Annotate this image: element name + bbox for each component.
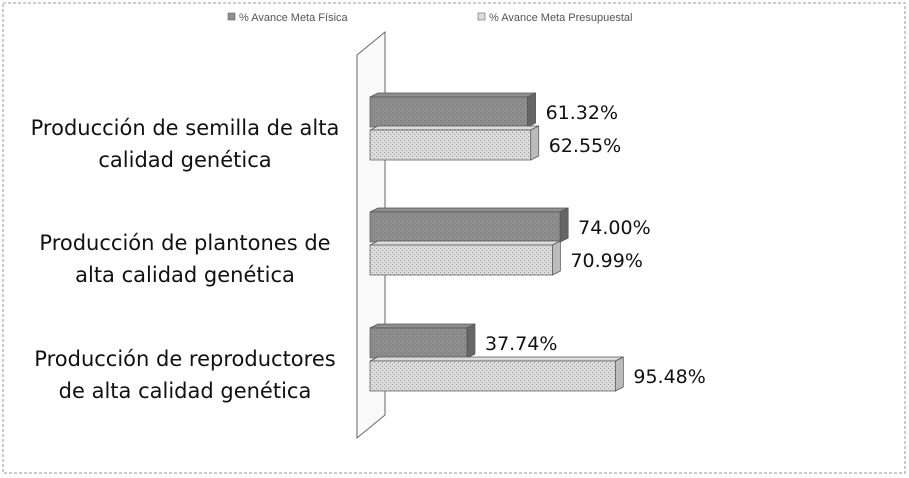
bar-end — [559, 207, 569, 243]
value-label: 95.48% — [633, 366, 705, 388]
bar-texture — [370, 361, 616, 391]
value-label: 37.74% — [485, 333, 557, 355]
legend-label: % Avance Meta Presupuestal — [489, 12, 633, 24]
bar-top — [369, 207, 569, 213]
bar-texture — [370, 130, 531, 160]
bar-texture — [370, 97, 528, 127]
value-label: 62.55% — [549, 135, 621, 157]
bar-end — [527, 92, 536, 128]
bar-end — [552, 240, 561, 276]
bar-texture — [370, 328, 467, 358]
legend-swatch — [477, 12, 486, 21]
value-label: 61.32% — [546, 102, 618, 124]
bar-top — [369, 323, 476, 329]
category-label: Producción de plantones de alta calidad … — [39, 231, 331, 287]
legend-label: % Avance Meta Física — [239, 12, 349, 24]
bar-texture — [370, 245, 553, 275]
legend-swatch — [227, 12, 236, 21]
category-label: Producción de reproductores de alta cali… — [34, 347, 336, 403]
bar-texture — [370, 212, 561, 242]
bar-end — [466, 323, 476, 359]
bar-top — [369, 240, 561, 246]
bar-top — [369, 356, 624, 362]
bar-end — [530, 125, 540, 161]
value-label: 74.00% — [578, 217, 650, 239]
bar-top — [369, 125, 539, 131]
bar-end — [615, 356, 624, 392]
category-label: Producción de semilla de alta calidad ge… — [30, 116, 340, 172]
value-label: 70.99% — [570, 250, 642, 272]
bar-top — [369, 92, 536, 98]
